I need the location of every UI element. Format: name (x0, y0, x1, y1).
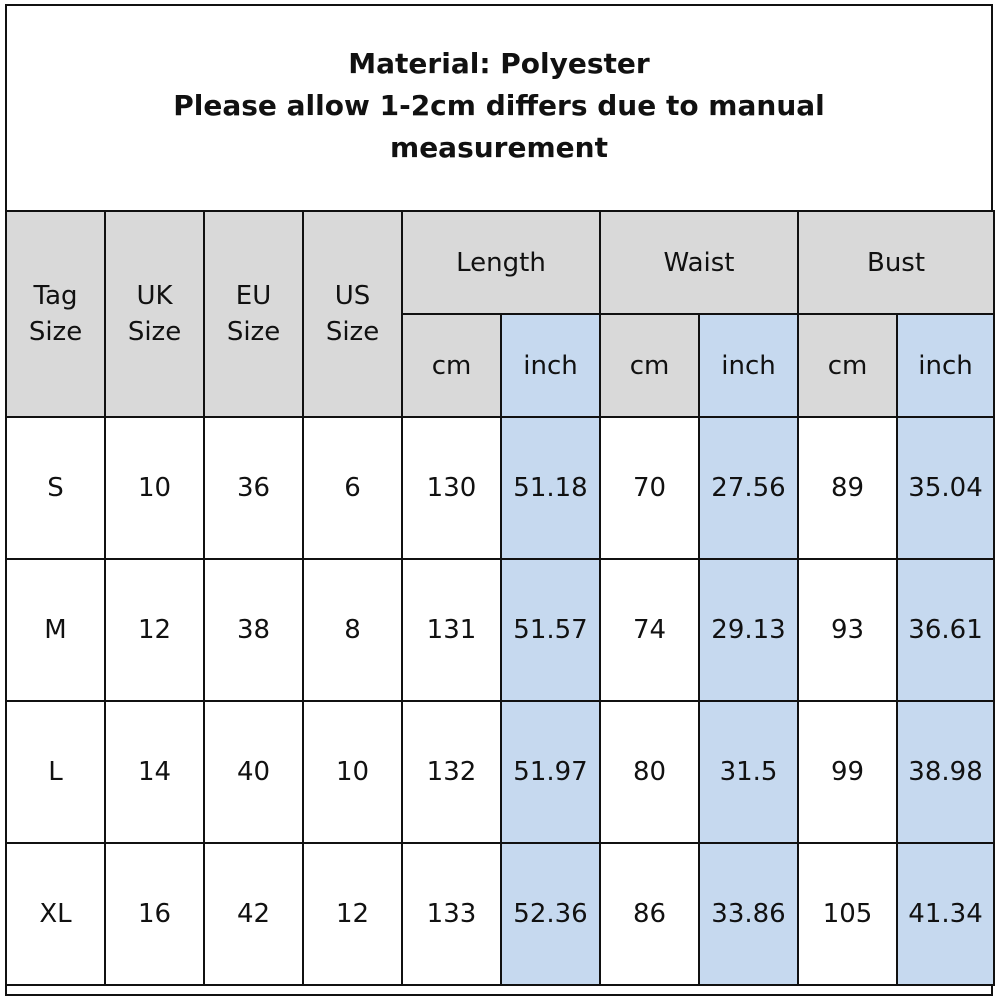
unit-bust-cm: cm (797, 313, 899, 418)
size-table: Tag Size UK Size EU Size US Size Length … (5, 210, 996, 986)
cell-eu-size: 36 (203, 416, 304, 560)
header-length: Length (401, 210, 601, 315)
unit-waist-inch: inch (697, 313, 800, 418)
cell-tag-size: S (5, 416, 106, 560)
table-row: L 14 40 10 132 51.97 80 31.5 99 38.98 (5, 700, 996, 844)
header-tag-size-line2: Size (28, 317, 83, 347)
cell-waist-inch: 31.5 (697, 700, 800, 844)
cell-us-size: 12 (302, 842, 403, 986)
header-eu-size-line2: Size (226, 317, 281, 347)
cell-eu-size: 38 (203, 558, 304, 702)
cell-waist-inch: 27.56 (697, 416, 800, 560)
unit-row: cm inch cm inch cm inch (6, 313, 996, 418)
unit-waist-cm: cm (599, 313, 700, 418)
unit-length-cm: cm (401, 313, 502, 418)
cell-length-inch: 51.18 (500, 416, 601, 560)
cell-tag-size: M (5, 558, 106, 702)
title-box: Material: Polyester Please allow 1-2cm d… (7, 6, 991, 210)
measurement-note-continued: measurement (390, 131, 608, 164)
header-uk-size: UK Size (104, 210, 205, 418)
cell-uk-size: 12 (104, 558, 205, 702)
cell-uk-size: 14 (104, 700, 205, 844)
cell-waist-inch: 33.86 (697, 842, 800, 986)
cell-tag-size: XL (5, 842, 106, 986)
cell-length-inch: 51.97 (500, 700, 601, 844)
cell-length-cm: 132 (401, 700, 502, 844)
cell-waist-cm: 74 (599, 558, 700, 702)
cell-bust-inch: 35.04 (896, 416, 996, 560)
cell-bust-inch: 36.61 (896, 558, 996, 702)
cell-length-cm: 133 (401, 842, 502, 986)
cell-uk-size: 16 (104, 842, 205, 986)
header-row: Tag Size UK Size EU Size US Size Length … (5, 210, 996, 418)
cell-length-inch: 52.36 (500, 842, 601, 986)
cell-eu-size: 40 (203, 700, 304, 844)
header-us-size: US Size (302, 210, 403, 418)
cell-us-size: 6 (302, 416, 403, 560)
cell-length-inch: 51.57 (500, 558, 601, 702)
unit-bust-inch: inch (896, 313, 996, 418)
header-uk-size-line1: UK (136, 281, 173, 311)
table-row: XL 16 42 12 133 52.36 86 33.86 105 41.34 (5, 842, 996, 986)
header-us-size-line2: Size (325, 317, 380, 347)
cell-eu-size: 42 (203, 842, 304, 986)
cell-bust-inch: 41.34 (896, 842, 996, 986)
cell-us-size: 8 (302, 558, 403, 702)
cell-bust-cm: 89 (797, 416, 899, 560)
table-row: M 12 38 8 131 51.57 74 29.13 93 36.61 (5, 558, 996, 702)
material-title: Material: Polyester (348, 47, 650, 80)
size-chart: Material: Polyester Please allow 1-2cm d… (5, 4, 996, 996)
cell-waist-inch: 29.13 (697, 558, 800, 702)
measurement-note: Please allow 1-2cm differs due to manual (173, 89, 825, 122)
cell-length-cm: 131 (401, 558, 502, 702)
cell-uk-size: 10 (104, 416, 205, 560)
header-eu-size: EU Size (203, 210, 304, 418)
header-eu-size-line1: EU (235, 281, 272, 311)
cell-waist-cm: 70 (599, 416, 700, 560)
header-bust: Bust (797, 210, 996, 315)
cell-bust-inch: 38.98 (896, 700, 996, 844)
cell-length-cm: 130 (401, 416, 502, 560)
cell-bust-cm: 93 (797, 558, 899, 702)
header-waist: Waist (598, 210, 800, 315)
cell-bust-cm: 105 (797, 842, 899, 986)
cell-waist-cm: 86 (599, 842, 700, 986)
header-us-size-line1: US (334, 281, 371, 311)
cell-tag-size: L (5, 700, 106, 844)
unit-length-inch: inch (500, 313, 601, 418)
header-tag-size: Tag Size (5, 210, 106, 418)
header-uk-size-line2: Size (127, 317, 182, 347)
cell-waist-cm: 80 (599, 700, 700, 844)
table-row: S 10 36 6 130 51.18 70 27.56 89 35.04 (5, 416, 996, 560)
cell-bust-cm: 99 (797, 700, 899, 844)
header-tag-size-line1: Tag (33, 281, 78, 311)
cell-us-size: 10 (302, 700, 403, 844)
